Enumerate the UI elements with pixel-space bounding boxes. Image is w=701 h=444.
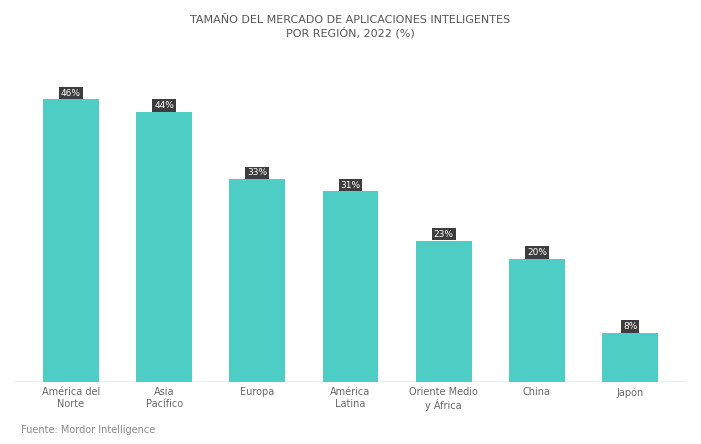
Bar <box>416 241 472 382</box>
Text: 23%: 23% <box>434 230 454 239</box>
Text: 8%: 8% <box>623 322 637 331</box>
Text: 31%: 31% <box>341 181 360 190</box>
Text: Fuente: Mordor Intelligence: Fuente: Mordor Intelligence <box>21 425 156 435</box>
Text: 20%: 20% <box>527 248 547 257</box>
Text: 33%: 33% <box>247 168 267 177</box>
Title: TAMAÑO DEL MERCADO DE APLICACIONES INTELIGENTES
POR REGIÓN, 2022 (%): TAMAÑO DEL MERCADO DE APLICACIONES INTEL… <box>191 15 510 38</box>
Text: 46%: 46% <box>61 88 81 98</box>
Bar <box>509 259 565 382</box>
Bar <box>322 191 379 382</box>
Text: 44%: 44% <box>154 101 174 110</box>
Bar <box>136 111 192 382</box>
Bar <box>602 333 658 382</box>
Bar <box>43 99 99 382</box>
Bar <box>229 179 285 382</box>
